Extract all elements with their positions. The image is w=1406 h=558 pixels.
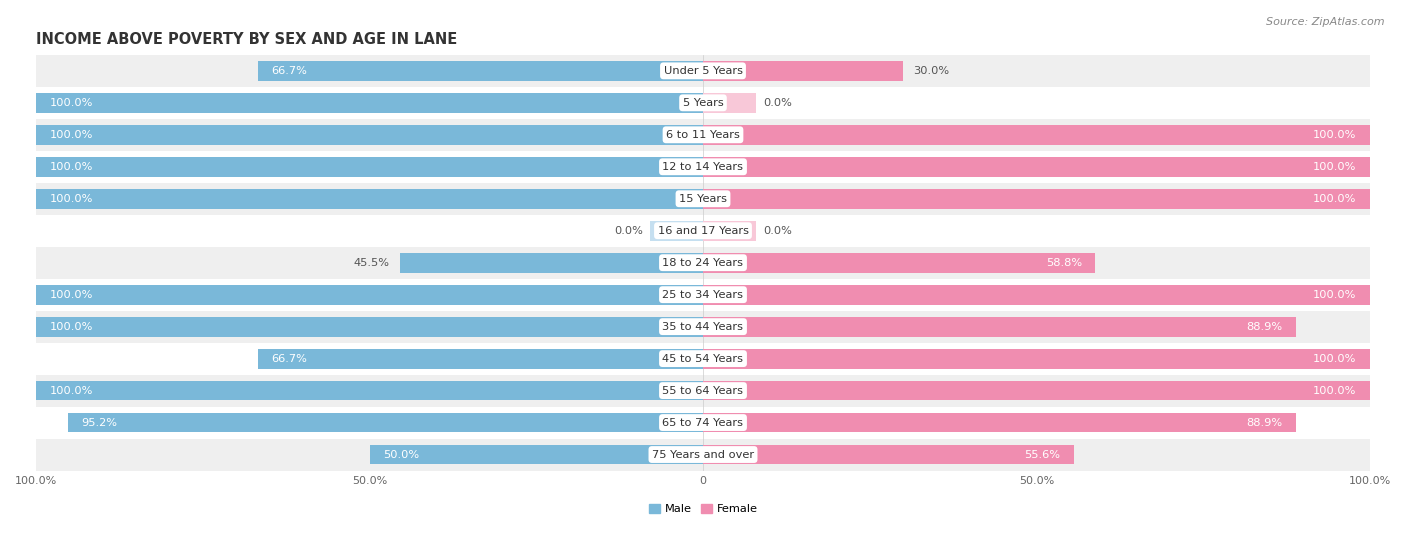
Bar [37,285,703,305]
Text: 88.9%: 88.9% [1246,321,1282,331]
Text: 100.0%: 100.0% [49,290,93,300]
Text: 45.5%: 45.5% [353,258,389,268]
Text: Under 5 Years: Under 5 Years [664,66,742,76]
Bar [37,317,703,336]
Text: 15 Years: 15 Years [679,194,727,204]
Bar [37,157,703,177]
Text: 0.0%: 0.0% [763,225,792,235]
Bar [37,381,703,401]
Text: 30.0%: 30.0% [912,66,949,76]
Text: 100.0%: 100.0% [49,98,93,108]
Text: 6 to 11 Years: 6 to 11 Years [666,130,740,140]
Bar [37,407,1369,439]
Bar [37,183,1369,215]
Text: 100.0%: 100.0% [49,194,93,204]
Bar [399,253,703,273]
Text: 12 to 14 Years: 12 to 14 Years [662,162,744,172]
Text: 100.0%: 100.0% [49,162,93,172]
Bar [259,61,703,81]
Bar [37,374,1369,407]
Text: 58.8%: 58.8% [1046,258,1081,268]
Bar [37,87,1369,119]
Bar [703,61,903,81]
Text: 16 and 17 Years: 16 and 17 Years [658,225,748,235]
Text: 0.0%: 0.0% [614,225,643,235]
Bar [703,445,1074,464]
Bar [37,119,1369,151]
Bar [703,157,1369,177]
Bar [703,413,1296,432]
Bar [37,93,703,113]
Text: 66.7%: 66.7% [271,66,308,76]
Text: 100.0%: 100.0% [1313,194,1357,204]
Bar [67,413,703,432]
Bar [703,221,756,240]
Bar [37,55,1369,87]
Text: INCOME ABOVE POVERTY BY SEX AND AGE IN LANE: INCOME ABOVE POVERTY BY SEX AND AGE IN L… [37,32,457,47]
Bar [703,253,1095,273]
Text: 100.0%: 100.0% [1313,162,1357,172]
Text: 25 to 34 Years: 25 to 34 Years [662,290,744,300]
Text: 50.0%: 50.0% [382,450,419,460]
Text: 35 to 44 Years: 35 to 44 Years [662,321,744,331]
Bar [703,125,1369,145]
Bar [703,285,1369,305]
Text: 65 to 74 Years: 65 to 74 Years [662,417,744,427]
Text: 100.0%: 100.0% [1313,354,1357,364]
Text: 100.0%: 100.0% [1313,386,1357,396]
Bar [37,189,703,209]
Bar [37,343,1369,374]
Text: 55.6%: 55.6% [1025,450,1060,460]
Text: 18 to 24 Years: 18 to 24 Years [662,258,744,268]
Text: 0.0%: 0.0% [763,98,792,108]
Bar [37,215,1369,247]
Bar [703,189,1369,209]
Bar [370,445,703,464]
Bar [37,247,1369,278]
Text: 5 Years: 5 Years [683,98,723,108]
Text: 88.9%: 88.9% [1246,417,1282,427]
Bar [37,278,1369,311]
Text: 100.0%: 100.0% [49,321,93,331]
Text: 45 to 54 Years: 45 to 54 Years [662,354,744,364]
Text: 100.0%: 100.0% [1313,130,1357,140]
Text: 95.2%: 95.2% [82,417,118,427]
Text: 55 to 64 Years: 55 to 64 Years [662,386,744,396]
Text: 75 Years and over: 75 Years and over [652,450,754,460]
Legend: Male, Female: Male, Female [644,499,762,519]
Bar [37,151,1369,183]
Bar [703,381,1369,401]
Bar [37,311,1369,343]
Text: Source: ZipAtlas.com: Source: ZipAtlas.com [1267,17,1385,27]
Text: 100.0%: 100.0% [1313,290,1357,300]
Text: 100.0%: 100.0% [49,130,93,140]
Bar [650,221,703,240]
Bar [259,349,703,368]
Bar [703,349,1369,368]
Text: 66.7%: 66.7% [271,354,308,364]
Bar [703,93,756,113]
Bar [703,317,1296,336]
Bar [37,125,703,145]
Bar [37,439,1369,470]
Text: 100.0%: 100.0% [49,386,93,396]
